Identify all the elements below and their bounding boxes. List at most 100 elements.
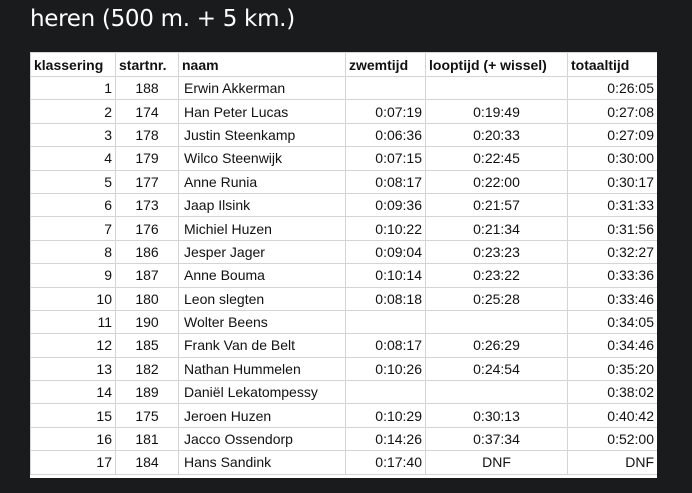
table-row: 10 180 Leon slegten 0:08:18 0:25:28 0:33:46 [30, 286, 657, 311]
cell-zwemtijd: 0:08:18 [345, 286, 426, 311]
cell-klassering: 1 [30, 75, 116, 101]
cell-klassering: 6 [30, 192, 116, 218]
cell-naam: Nathan Hummelen [178, 356, 346, 382]
cell-zwemtijd: 0:07:19 [345, 99, 426, 124]
cell-naam: Frank Van de Belt [178, 333, 346, 358]
cell-startnr: 174 [115, 99, 179, 124]
cell-totaaltijd: 0:33:36 [567, 263, 657, 288]
cell-startnr: 173 [115, 192, 179, 218]
cell-zwemtijd: 0:09:04 [345, 239, 426, 265]
cell-zwemtijd: 0:10:26 [345, 356, 426, 382]
cell-klassering: 4 [30, 146, 116, 171]
cell-startnr: 176 [115, 216, 179, 241]
cell-totaaltijd: 0:52:00 [567, 426, 657, 452]
cell-klassering: 2 [30, 99, 116, 124]
header-klassering: klassering [30, 52, 116, 77]
cell-zwemtijd [345, 380, 426, 405]
cell-naam: Wolter Beens [178, 309, 346, 335]
cell-totaaltijd: 0:38:02 [567, 380, 657, 405]
table-row: 16 181 Jacco Ossendorp 0:14:26 0:37:34 0:52:0… [30, 426, 657, 452]
cell-startnr: 179 [115, 146, 179, 171]
cell-totaaltijd: 0:27:09 [567, 122, 657, 148]
cell-startnr: 188 [115, 75, 179, 101]
cell-totaaltijd: DNF [567, 450, 657, 475]
cell-looptijd: DNF [425, 450, 568, 475]
cell-startnr: 186 [115, 239, 179, 265]
table-row: 2 174 Han Peter Lucas 0:07:19 0:19:49 0:27:08 [30, 99, 657, 124]
cell-naam: Han Peter Lucas [178, 99, 346, 124]
cell-klassering: 13 [30, 356, 116, 382]
table-row: 7 176 Michiel Huzen 0:10:22 0:21:34 0:31:56 [30, 216, 657, 241]
cell-startnr: 175 [115, 403, 179, 428]
cell-looptijd: 0:22:45 [425, 146, 568, 171]
cell-klassering: 12 [30, 333, 116, 358]
header-row: klassering startnr. naam zwemtijd loopti… [30, 52, 657, 77]
results-table: klassering startnr. naam zwemtijd loopti… [30, 52, 657, 475]
cell-totaaltijd: 0:33:46 [567, 286, 657, 311]
cell-startnr: 185 [115, 333, 179, 358]
cell-looptijd: 0:24:54 [425, 356, 568, 382]
cell-naam: Jaap Ilsink [178, 192, 346, 218]
cell-zwemtijd: 0:06:36 [345, 122, 426, 148]
cell-startnr: 190 [115, 309, 179, 335]
cell-looptijd: 0:22:00 [425, 169, 568, 194]
cell-looptijd: 0:37:34 [425, 426, 568, 452]
cell-startnr: 189 [115, 380, 179, 405]
cell-looptijd: 0:21:34 [425, 216, 568, 241]
cell-klassering: 17 [30, 450, 116, 475]
cell-klassering: 10 [30, 286, 116, 311]
cell-looptijd [425, 309, 568, 335]
cell-zwemtijd: 0:10:29 [345, 403, 426, 428]
cell-naam: Michiel Huzen [178, 216, 346, 241]
cell-totaaltijd: 0:35:20 [567, 356, 657, 382]
table-row: 4 179 Wilco Steenwijk 0:07:15 0:22:45 0:30:00 [30, 146, 657, 171]
cell-totaaltijd: 0:34:05 [567, 309, 657, 335]
table-row: 3 178 Justin Steenkamp 0:06:36 0:20:33 0:27:0… [30, 122, 657, 148]
cell-looptijd: 0:19:49 [425, 99, 568, 124]
cell-looptijd: 0:20:33 [425, 122, 568, 148]
cell-klassering: 9 [30, 263, 116, 288]
cell-zwemtijd: 0:17:40 [345, 450, 426, 475]
cell-klassering: 3 [30, 122, 116, 148]
cell-startnr: 184 [115, 450, 179, 475]
header-startnr: startnr. [115, 52, 179, 77]
header-totaaltijd: totaaltijd [567, 52, 657, 77]
table-row: 5 177 Anne Runia 0:08:17 0:22:00 0:30:17 [30, 169, 657, 194]
header-zwemtijd: zwemtijd [345, 52, 426, 77]
cell-startnr: 178 [115, 122, 179, 148]
cell-naam: Erwin Akkerman [178, 75, 346, 101]
header-naam: naam [178, 52, 346, 77]
cell-looptijd: 0:23:22 [425, 263, 568, 288]
cell-naam: Anne Bouma [178, 263, 346, 288]
cell-startnr: 182 [115, 356, 179, 382]
cell-naam: Daniël Lekatompessy [178, 380, 346, 405]
cell-looptijd: 0:26:29 [425, 333, 568, 358]
table-row: 17 184 Hans Sandink 0:17:40 DNF DNF [30, 450, 657, 475]
table-row: 8 186 Jesper Jager 0:09:04 0:23:23 0:32:27 [30, 239, 657, 265]
cell-totaaltijd: 0:26:05 [567, 75, 657, 101]
cell-looptijd [425, 380, 568, 405]
cell-klassering: 7 [30, 216, 116, 241]
cell-zwemtijd: 0:08:17 [345, 333, 426, 358]
cell-startnr: 177 [115, 169, 179, 194]
cell-totaaltijd: 0:31:56 [567, 216, 657, 241]
results-table-image: klassering startnr. naam zwemtijd loopti… [30, 52, 657, 478]
cell-klassering: 16 [30, 426, 116, 452]
page-title: heren (500 m. + 5 km.) [30, 6, 295, 32]
table-row: 11 190 Wolter Beens 0:34:05 [30, 309, 657, 335]
cell-looptijd: 0:30:13 [425, 403, 568, 428]
cell-totaaltijd: 0:30:00 [567, 146, 657, 171]
cell-startnr: 180 [115, 286, 179, 311]
cell-startnr: 181 [115, 426, 179, 452]
cell-klassering: 11 [30, 309, 116, 335]
cell-klassering: 15 [30, 403, 116, 428]
cell-totaaltijd: 0:34:46 [567, 333, 657, 358]
cell-totaaltijd: 0:27:08 [567, 99, 657, 124]
cell-naam: Anne Runia [178, 169, 346, 194]
table-row: 12 185 Frank Van de Belt 0:08:17 0:26:29 0:34… [30, 333, 657, 358]
table-row: 13 182 Nathan Hummelen 0:10:26 0:24:54 0:35:2… [30, 356, 657, 382]
cell-naam: Jesper Jager [178, 239, 346, 265]
cell-zwemtijd: 0:08:17 [345, 169, 426, 194]
cell-klassering: 14 [30, 380, 116, 405]
cell-totaaltijd: 0:40:42 [567, 403, 657, 428]
